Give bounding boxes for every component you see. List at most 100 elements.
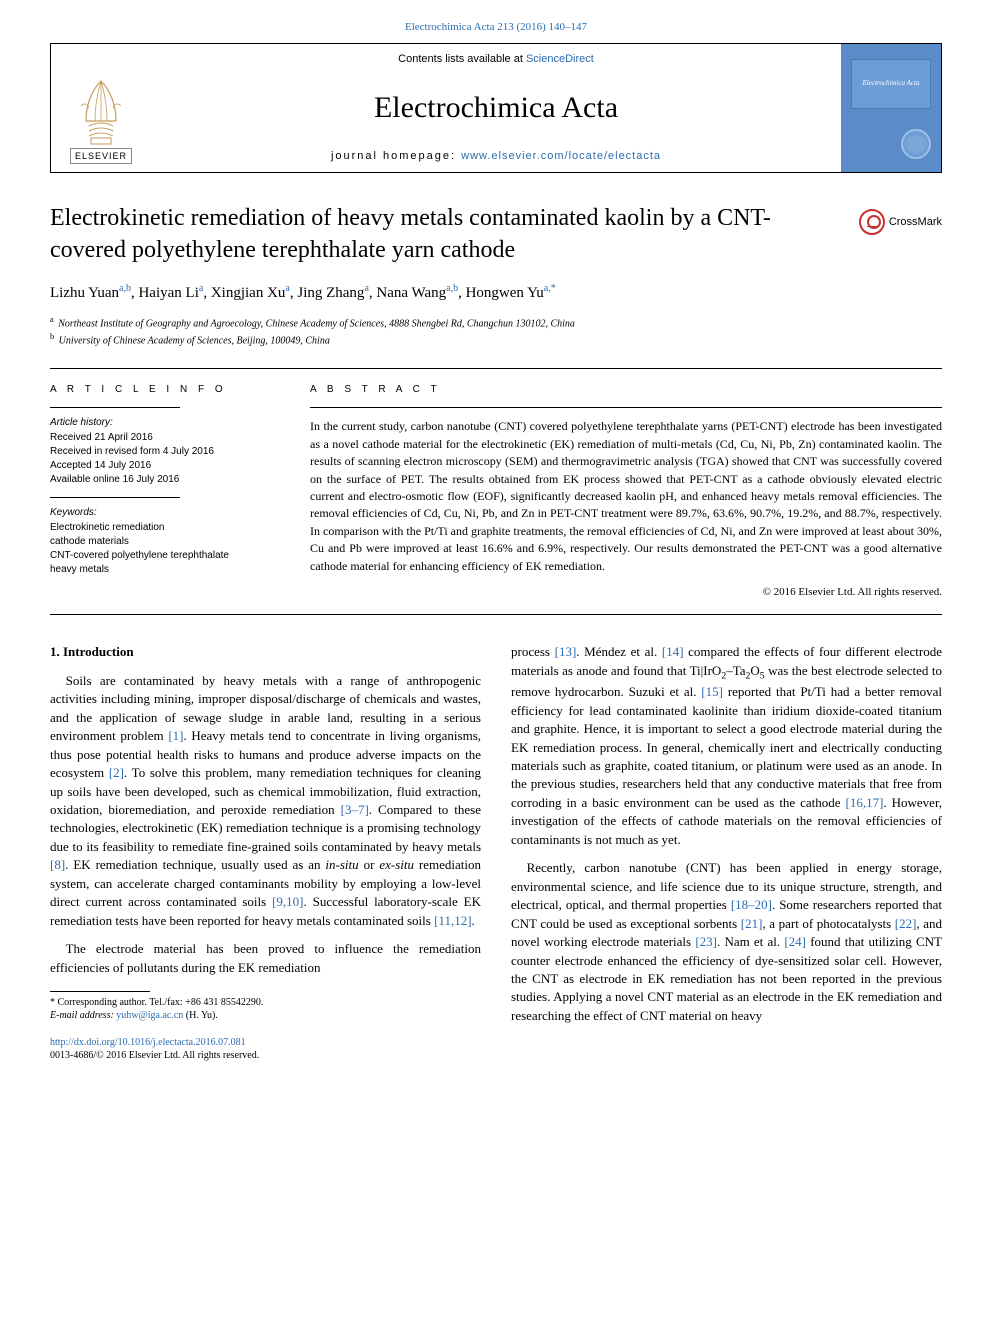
article-title: Electrokinetic remediation of heavy meta…	[50, 203, 859, 265]
contents-available: Contents lists available at ScienceDirec…	[398, 52, 594, 67]
affiliations: a Northeast Institute of Geography and A…	[50, 314, 942, 349]
aff-sup-b: b	[50, 332, 54, 341]
p3b: . Méndez et al.	[576, 644, 662, 659]
aff-sup-a: a	[50, 315, 54, 324]
ref-9-10[interactable]: [9,10]	[272, 894, 303, 909]
publisher-logo-block: ELSEVIER	[51, 44, 151, 172]
p3e: O	[750, 663, 759, 678]
issn-copyright: 0013-4686/© 2016 Elsevier Ltd. All right…	[50, 1049, 481, 1062]
rule-bottom	[50, 614, 942, 615]
corr-email[interactable]: yuhw@iga.ac.cn	[116, 1010, 183, 1021]
ref-24[interactable]: [24]	[784, 934, 806, 949]
affiliation-a: a Northeast Institute of Geography and A…	[50, 314, 942, 331]
p3g: reported that Pt/Ti had a better removal…	[511, 684, 942, 810]
p1i: .	[472, 913, 475, 928]
author-3: Xingjian Xu	[211, 285, 286, 301]
title-row: Electrokinetic remediation of heavy meta…	[50, 203, 942, 265]
ref-23[interactable]: [23]	[695, 934, 717, 949]
author-4-aff[interactable]: a	[364, 283, 368, 294]
article-info: A R T I C L E I N F O Article history: R…	[50, 383, 280, 600]
ref-18-20[interactable]: [18–20]	[731, 897, 772, 912]
ref-21[interactable]: [21]	[741, 916, 763, 931]
cover-title: Electrochimica Acta	[851, 59, 931, 109]
author-5: Nana Wang	[376, 285, 446, 301]
p1f: or	[359, 857, 380, 872]
affiliation-b: b University of Chinese Academy of Scien…	[50, 331, 942, 348]
abstract-rule	[310, 407, 942, 408]
corr-line: * Corresponding author. Tel./fax: +86 43…	[50, 996, 481, 1009]
abstract: A B S T R A C T In the current study, ca…	[310, 383, 942, 600]
journal-title: Electrochimica Acta	[374, 87, 618, 129]
history-3: Accepted 14 July 2016	[50, 459, 280, 473]
author-1: Lizhu Yuan	[50, 285, 119, 301]
p1e: . EK remediation technique, usually used…	[65, 857, 325, 872]
info-rule-2	[50, 497, 180, 498]
ref-8[interactable]: [8]	[50, 857, 65, 872]
journal-cover: Electrochimica Acta	[841, 44, 941, 172]
keyword-2: cathode materials	[50, 535, 280, 549]
ref-13[interactable]: [13]	[555, 644, 577, 659]
elsevier-tree-icon	[71, 76, 131, 146]
author-6: Hongwen Yu	[466, 285, 544, 301]
crossmark-label: CrossMark	[889, 215, 942, 230]
publisher-name: ELSEVIER	[70, 148, 132, 165]
ref-16-17[interactable]: [16,17]	[846, 795, 884, 810]
history-4: Available online 16 July 2016	[50, 473, 280, 487]
ref-3-7[interactable]: [3–7]	[341, 802, 369, 817]
p4c: , a part of photocatalysts	[762, 916, 894, 931]
homepage-link[interactable]: www.elsevier.com/locate/electacta	[461, 150, 661, 162]
column-left: 1. Introduction Soils are contaminated b…	[50, 643, 481, 1062]
email-label: E-mail address:	[50, 1010, 116, 1021]
keywords-label: Keywords:	[50, 506, 280, 520]
ref-22[interactable]: [22]	[895, 916, 917, 931]
authors-line: Lizhu Yuana,b, Haiyan Lia, Xingjian Xua,…	[50, 282, 942, 304]
intro-p4: Recently, carbon nanotube (CNT) has been…	[511, 859, 942, 1025]
author-2-aff[interactable]: a	[199, 283, 203, 294]
author-3-aff[interactable]: a	[285, 283, 289, 294]
intro-p2: The electrode material has been proved t…	[50, 940, 481, 977]
doi-link[interactable]: http://dx.doi.org/10.1016/j.electacta.20…	[50, 1037, 246, 1048]
footnote-rule	[50, 991, 150, 992]
sciencedirect-link[interactable]: ScienceDirect	[526, 53, 594, 65]
email-line: E-mail address: yuhw@iga.ac.cn (H. Yu).	[50, 1009, 481, 1022]
author-1-aff[interactable]: a,b	[119, 283, 131, 294]
article-history: Article history: Received 21 April 2016 …	[50, 416, 280, 487]
crossmark-badge[interactable]: CrossMark	[859, 209, 942, 235]
ref-15[interactable]: [15]	[701, 684, 723, 699]
history-2: Received in revised form 4 July 2016	[50, 445, 280, 459]
cover-ornament-icon	[901, 129, 931, 159]
ref-1[interactable]: [1]	[168, 728, 183, 743]
abstract-copyright: © 2016 Elsevier Ltd. All rights reserved…	[310, 585, 942, 600]
aff-text-a: Northeast Institute of Geography and Agr…	[58, 318, 575, 329]
doi-block: http://dx.doi.org/10.1016/j.electacta.20…	[50, 1036, 481, 1062]
section-1-heading: 1. Introduction	[50, 643, 481, 661]
p3d: –Ta	[726, 663, 745, 678]
info-rule-1	[50, 407, 180, 408]
corresponding-footnote: * Corresponding author. Tel./fax: +86 43…	[50, 996, 481, 1022]
abstract-heading: A B S T R A C T	[310, 383, 942, 397]
crossmark-icon	[859, 209, 885, 235]
abstract-body: In the current study, carbon nanotube (C…	[310, 418, 942, 575]
italic-insitu: in-situ	[325, 857, 358, 872]
history-1: Received 21 April 2016	[50, 431, 280, 445]
author-5-aff[interactable]: a,b	[446, 283, 458, 294]
keyword-3: CNT-covered polyethylene terephthalate	[50, 549, 280, 563]
p3a: process	[511, 644, 555, 659]
author-4: Jing Zhang	[297, 285, 364, 301]
author-6-aff[interactable]: a,*	[544, 283, 556, 294]
keywords-block: Keywords: Electrokinetic remediation cat…	[50, 506, 280, 577]
ref-11-12[interactable]: [11,12]	[434, 913, 471, 928]
body-columns: 1. Introduction Soils are contaminated b…	[50, 643, 942, 1062]
ref-2[interactable]: [2]	[109, 765, 124, 780]
keyword-1: Electrokinetic remediation	[50, 521, 280, 535]
article-info-heading: A R T I C L E I N F O	[50, 383, 280, 397]
italic-exsitu: ex-situ	[379, 857, 414, 872]
p4e: . Nam et al.	[717, 934, 784, 949]
ref-14[interactable]: [14]	[662, 644, 684, 659]
author-2: Haiyan Li	[138, 285, 198, 301]
email-tail: (H. Yu).	[183, 1010, 218, 1021]
info-abstract-row: A R T I C L E I N F O Article history: R…	[50, 383, 942, 600]
journal-banner: ELSEVIER Contents lists available at Sci…	[50, 43, 942, 173]
homepage-prefix: journal homepage:	[331, 150, 461, 162]
journal-homepage: journal homepage: www.elsevier.com/locat…	[331, 149, 661, 164]
